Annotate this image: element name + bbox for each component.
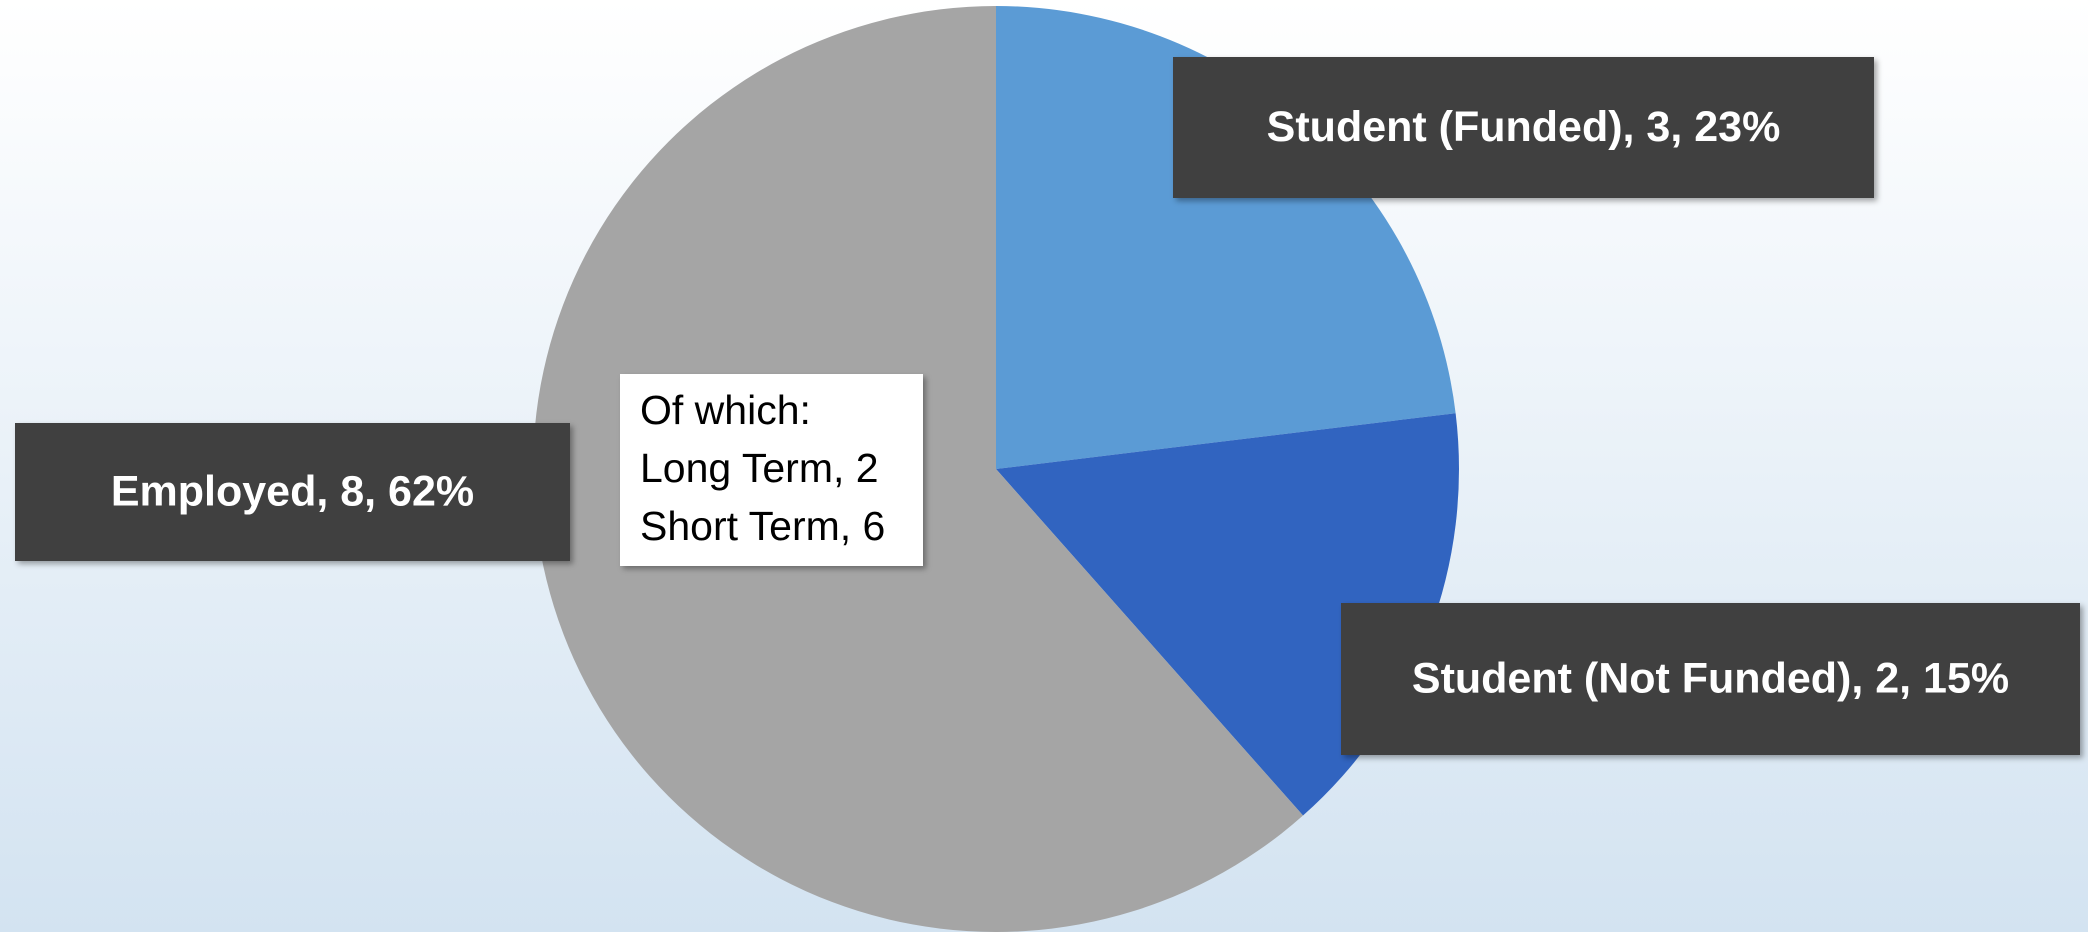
data-label: Employed, 8, 62% xyxy=(111,467,474,515)
pie-slice xyxy=(996,6,1456,469)
label-box xyxy=(15,423,570,561)
annotation-box xyxy=(620,374,923,566)
data-label: Student (Not Funded), 2, 15% xyxy=(1412,654,2009,702)
annotation: Of which: xyxy=(640,387,811,433)
data-label: Student (Funded), 3, 23% xyxy=(1267,103,1781,151)
annotation: Long Term, 2 xyxy=(640,445,879,491)
label-box xyxy=(1341,603,2080,755)
annotation: Short Term, 6 xyxy=(640,503,885,549)
label-box xyxy=(1173,57,1874,198)
labels: Student (Funded), 3, 23% Student (Not Fun… xyxy=(15,57,2080,755)
